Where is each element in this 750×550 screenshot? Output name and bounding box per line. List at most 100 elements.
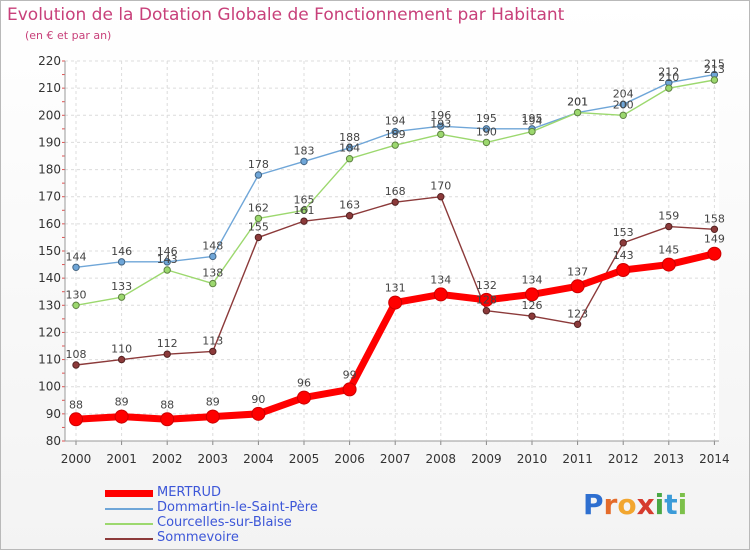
data-label: 213 (704, 63, 725, 76)
logo-letter: P (583, 488, 604, 521)
data-label: 184 (339, 142, 360, 155)
data-label: 148 (202, 239, 223, 252)
data-point (117, 258, 126, 266)
x-tick-label: 2014 (699, 452, 730, 466)
data-label: 188 (339, 131, 360, 144)
data-label: 112 (157, 337, 178, 350)
data-label: 195 (476, 112, 497, 125)
data-label: 210 (658, 71, 679, 84)
data-point (69, 412, 83, 427)
data-point (163, 258, 171, 266)
chart-title: Evolution de la Dotation Globale de Fonc… (7, 5, 565, 25)
data-label: 183 (294, 144, 315, 157)
data-label: 165 (294, 193, 315, 206)
data-label: 196 (430, 109, 451, 122)
x-tick-label: 2008 (426, 452, 457, 466)
x-tick-label: 2003 (198, 452, 229, 466)
data-point (619, 239, 627, 247)
legend-label: Dommartin-le-Saint-Père (157, 500, 318, 515)
logo-letter: t (664, 488, 678, 521)
data-label: 204 (613, 87, 634, 100)
data-point (72, 301, 80, 309)
data-label: 145 (658, 244, 679, 257)
data-label: 201 (567, 96, 588, 109)
data-label: 128 (476, 294, 497, 307)
legend-label: Sommevoire (157, 530, 239, 545)
y-tick-label: 180 (38, 163, 61, 177)
data-label: 130 (66, 288, 87, 301)
data-label: 88 (69, 398, 83, 411)
data-label: 201 (567, 96, 588, 109)
data-label: 153 (613, 226, 634, 239)
data-point (573, 108, 582, 117)
data-point (251, 406, 266, 421)
data-label: 194 (522, 115, 543, 128)
y-tick-label: 80 (46, 434, 61, 448)
data-label: 215 (704, 58, 725, 71)
data-point (388, 295, 403, 310)
data-label: 138 (202, 267, 223, 280)
x-tick-label: 2011 (562, 452, 593, 466)
data-label: 113 (202, 334, 223, 347)
legend-label: MERTRUD (157, 485, 222, 500)
legend-swatch (105, 508, 153, 510)
proxiti-logo: Proxiti (583, 488, 687, 521)
data-label: 99 (343, 368, 357, 381)
x-tick-label: 2001 (106, 452, 137, 466)
x-tick-label: 2000 (61, 452, 92, 466)
data-point (710, 76, 719, 84)
data-point (433, 287, 448, 302)
data-label: 195 (522, 112, 543, 125)
data-point (254, 233, 263, 242)
data-point (160, 412, 175, 427)
data-point (117, 355, 126, 364)
y-tick-label: 190 (38, 135, 61, 149)
logo-letter: r (603, 488, 618, 521)
data-point (342, 382, 357, 397)
y-tick-label: 90 (46, 407, 61, 421)
data-label: 149 (704, 233, 725, 246)
chart-subtitle: (en € et par an) (25, 29, 112, 42)
y-tick-label: 140 (38, 271, 61, 285)
y-tick-label: 150 (38, 244, 61, 258)
data-label: 132 (476, 279, 497, 292)
data-point (300, 217, 308, 225)
data-label: 143 (613, 249, 634, 262)
y-tick-label: 170 (38, 190, 61, 204)
data-label: 146 (157, 245, 178, 258)
data-label: 159 (658, 210, 679, 223)
data-point (570, 279, 585, 294)
y-tick-label: 110 (38, 353, 61, 367)
data-point (345, 212, 354, 220)
data-label: 200 (613, 98, 634, 111)
data-point (665, 222, 673, 231)
data-point (114, 409, 129, 424)
data-label: 131 (385, 282, 406, 295)
data-point (300, 206, 308, 214)
data-point (391, 127, 399, 136)
y-tick-label: 210 (38, 81, 61, 95)
data-label: 143 (157, 253, 178, 266)
data-point (482, 307, 491, 315)
x-tick-label: 2005 (289, 452, 320, 466)
data-point (528, 312, 536, 320)
data-label: 123 (567, 307, 588, 320)
x-tick-label: 2010 (517, 452, 548, 466)
data-label: 88 (160, 398, 174, 411)
data-point (254, 171, 263, 179)
data-label: 168 (385, 185, 406, 198)
data-point (573, 320, 582, 328)
data-point (300, 157, 308, 166)
x-tick-label: 2009 (471, 452, 502, 466)
data-label: 146 (111, 245, 132, 258)
data-point (437, 193, 445, 201)
data-point (528, 127, 536, 136)
data-label: 134 (522, 273, 543, 286)
data-label: 155 (248, 220, 269, 233)
legend-swatch (105, 523, 153, 525)
x-tick-label: 2004 (243, 452, 274, 466)
y-tick-label: 120 (38, 325, 61, 339)
data-point (345, 144, 354, 152)
data-point (163, 350, 171, 358)
data-point (619, 100, 627, 109)
